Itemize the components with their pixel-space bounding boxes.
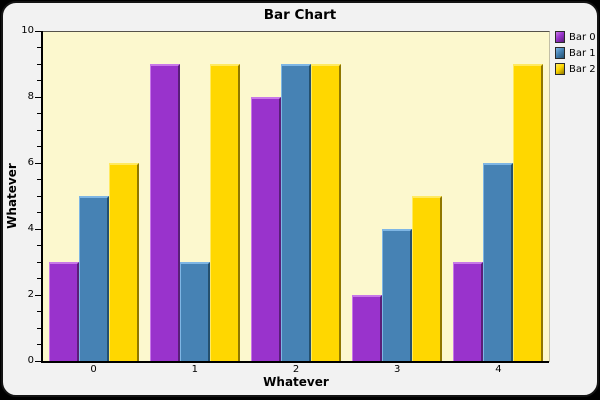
- legend-item: Bar 0: [555, 29, 596, 45]
- y-major-tick: [35, 228, 41, 230]
- y-minor-tick: [37, 212, 41, 213]
- y-minor-tick: [37, 195, 41, 197]
- y-tick-label: 0: [27, 355, 34, 366]
- y-minor-tick: [37, 179, 41, 180]
- bar-bar1-cat2: [280, 64, 311, 361]
- bar-bar0-cat0: [48, 262, 79, 361]
- y-minor-tick: [37, 245, 41, 246]
- y-major-tick: [35, 360, 41, 362]
- bar-bar2-cat4: [513, 64, 544, 361]
- legend-item: Bar 1: [555, 45, 596, 61]
- bar-bar1-cat4: [483, 163, 514, 361]
- y-minor-tick: [37, 278, 41, 279]
- bar-bar2-cat3: [412, 196, 443, 361]
- chart-title: Bar Chart: [263, 7, 337, 23]
- legend-label: Bar 2: [569, 63, 596, 75]
- bar-group: [144, 31, 245, 361]
- bar-bar1-cat3: [382, 229, 413, 361]
- y-minor-tick: [37, 80, 41, 81]
- y-axis-title: Whatever: [5, 163, 19, 229]
- legend-swatch-bar0: [555, 31, 565, 43]
- bar-bar2-cat0: [108, 163, 139, 361]
- y-major-tick: [35, 294, 41, 296]
- y-major-tick: [35, 96, 41, 98]
- y-minor-tick: [37, 344, 41, 345]
- y-minor-tick: [37, 311, 41, 312]
- x-axis-line: [41, 361, 549, 363]
- x-tick-label: 1: [191, 364, 198, 375]
- y-axis-line: [41, 31, 43, 363]
- y-tick-label: 4: [27, 223, 34, 234]
- legend-label: Bar 0: [569, 31, 596, 43]
- x-tick-label: 2: [292, 364, 300, 375]
- bar-bar0-cat2: [250, 97, 281, 361]
- bar-group: [43, 31, 144, 361]
- legend-item: Bar 2: [555, 61, 596, 77]
- y-tick-label: 8: [27, 91, 34, 102]
- y-minor-tick: [37, 129, 41, 131]
- y-minor-tick: [37, 47, 41, 48]
- x-tick-label: 0: [90, 364, 97, 375]
- y-major-tick: [35, 162, 41, 164]
- y-minor-tick: [37, 113, 41, 114]
- bar-group: [448, 31, 549, 361]
- y-major-tick: [35, 30, 41, 32]
- bar-bar0-cat4: [453, 262, 484, 361]
- bar-bar2-cat1: [209, 64, 240, 361]
- legend: Bar 0 Bar 1 Bar 2: [555, 29, 596, 77]
- y-minor-tick: [37, 261, 41, 263]
- bar-bar0-cat1: [149, 64, 180, 361]
- bar-bar1-cat0: [78, 196, 109, 361]
- legend-swatch-bar1: [555, 47, 565, 59]
- bar-group: [347, 31, 448, 361]
- y-tick-label: 2: [27, 289, 34, 300]
- x-tick-label: 4: [495, 364, 502, 375]
- legend-label: Bar 1: [569, 47, 596, 59]
- bar-bar1-cat1: [179, 262, 210, 361]
- y-tick-label: 6: [27, 157, 34, 168]
- bar-group: [245, 31, 346, 361]
- y-minor-tick: [37, 63, 41, 65]
- y-minor-tick: [37, 146, 41, 147]
- y-tick-label: 10: [21, 25, 34, 36]
- bar-bar2-cat2: [310, 64, 341, 361]
- x-tick-label: 3: [394, 364, 401, 375]
- bar-bar0-cat3: [352, 295, 383, 361]
- x-axis-title: Whatever: [263, 375, 329, 389]
- legend-swatch-bar2: [555, 63, 565, 75]
- y-minor-tick: [37, 327, 41, 329]
- bars-layer: [43, 31, 549, 361]
